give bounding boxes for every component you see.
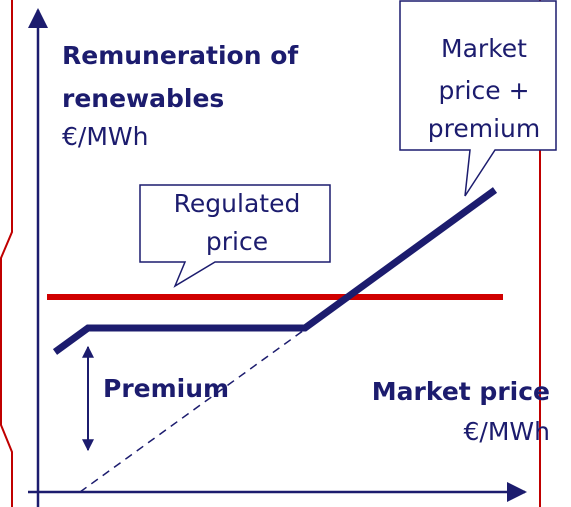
y-axis-unit: €/MWh xyxy=(62,122,148,151)
callout-text: premium xyxy=(428,114,540,143)
left-border xyxy=(0,0,13,507)
y-axis-title: renewables xyxy=(62,84,224,113)
callout-text: price xyxy=(206,227,268,256)
y-axis-title: Remuneration of xyxy=(62,41,299,70)
x-axis-unit: €/MWh xyxy=(464,417,550,446)
callout-text: Regulated xyxy=(174,189,301,218)
x-axis-title: Market price xyxy=(372,377,550,406)
premium-label: Premium xyxy=(103,374,229,403)
callout-box xyxy=(399,0,557,197)
callout-text: price + xyxy=(438,76,529,105)
premium-line xyxy=(52,187,498,355)
callout-text: Market xyxy=(441,34,527,63)
callout-box xyxy=(139,184,331,288)
